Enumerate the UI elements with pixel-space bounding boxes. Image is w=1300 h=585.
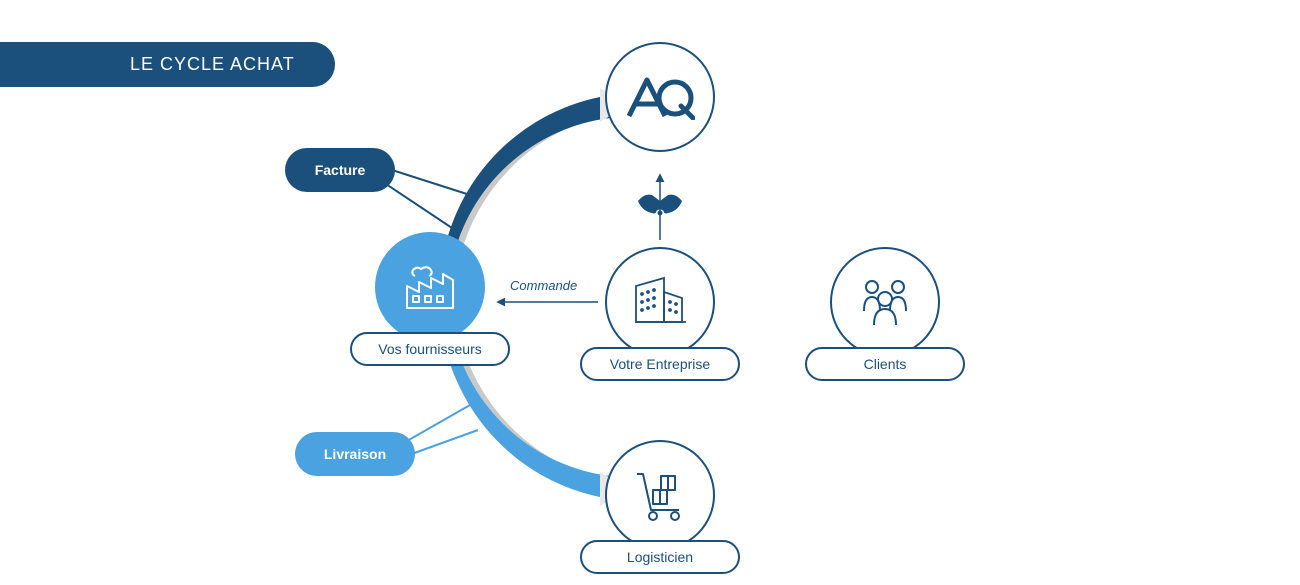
aq-logo-icon (625, 74, 695, 120)
bubble-livraison: Livraison (295, 432, 415, 476)
node-entreprise (605, 247, 715, 357)
diagram-canvas: LE CYCLE ACHAT (0, 0, 1300, 585)
pill-fournisseurs: Vos fournisseurs (350, 332, 510, 366)
factory-icon (399, 256, 461, 318)
node-logisticien (605, 440, 715, 550)
people-icon (852, 273, 918, 331)
title-text: LE CYCLE ACHAT (130, 54, 295, 74)
title-banner: LE CYCLE ACHAT (0, 42, 335, 87)
bubble-livraison-label: Livraison (324, 446, 386, 462)
bubble-facture: Facture (285, 148, 395, 192)
pill-entreprise: Votre Entreprise (580, 347, 740, 381)
bubble-facture-label: Facture (315, 162, 366, 178)
handshake-icon (638, 195, 682, 216)
node-clients (830, 247, 940, 357)
node-aq (605, 42, 715, 152)
pill-logisticien: Logisticien (580, 540, 740, 574)
pill-clients: Clients (805, 347, 965, 381)
arc-top-main (444, 97, 610, 262)
edge-commande-label: Commande (510, 278, 577, 293)
arc-top-shadow (450, 105, 610, 260)
node-fournisseurs (375, 232, 485, 342)
building-icon (628, 272, 692, 332)
trolley-icon (629, 466, 691, 524)
